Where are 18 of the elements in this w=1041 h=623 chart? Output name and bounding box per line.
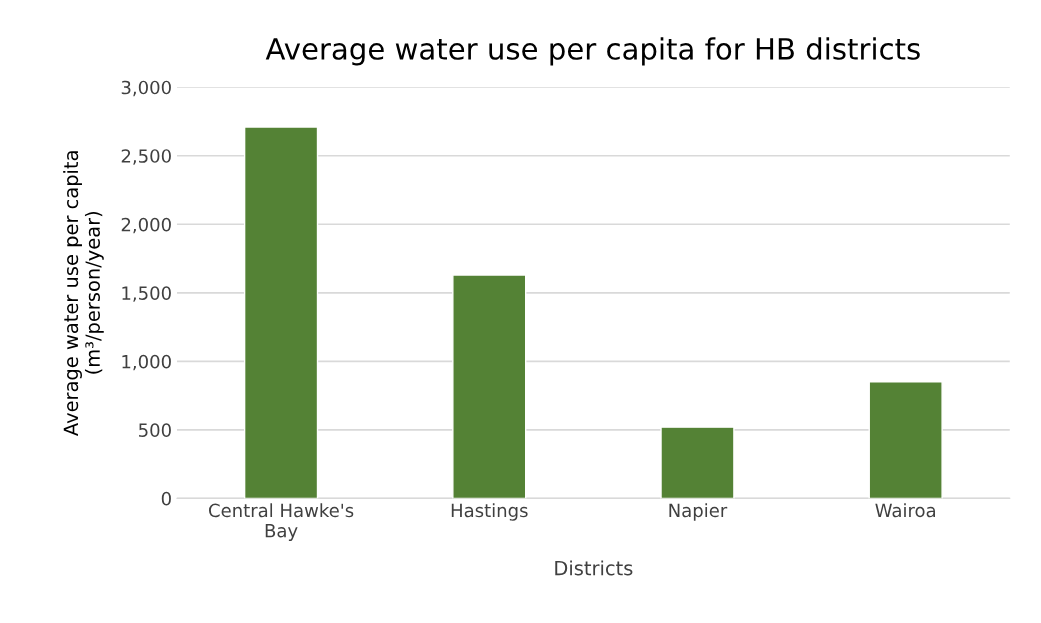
- y-tick-label: 2,000: [121, 217, 171, 234]
- chart-title: Average water use per capita for HB districts: [265, 37, 920, 66]
- x-axis-title: Districts: [555, 560, 633, 576]
- bar: [660, 426, 735, 499]
- y-tick-label: 1,000: [122, 354, 171, 371]
- bar: [243, 126, 319, 499]
- bar: [868, 381, 943, 499]
- bar: [452, 274, 527, 499]
- y-tick-label: 500: [139, 423, 171, 437]
- x-tick-label: Central Hawke's Bay: [209, 503, 354, 541]
- y-tick-label: 3,000: [121, 80, 171, 97]
- y-tick-label: 1,500: [122, 286, 171, 302]
- y-tick-label: 2,500: [121, 149, 171, 165]
- x-tick-label: Hastings: [451, 503, 528, 521]
- x-tick-label: Wairoa: [875, 503, 935, 518]
- y-axis-title: Average water use per capita (m³/person/year): [63, 151, 104, 436]
- y-tick-label: 0: [161, 491, 171, 506]
- x-tick-label: Napier: [669, 503, 728, 521]
